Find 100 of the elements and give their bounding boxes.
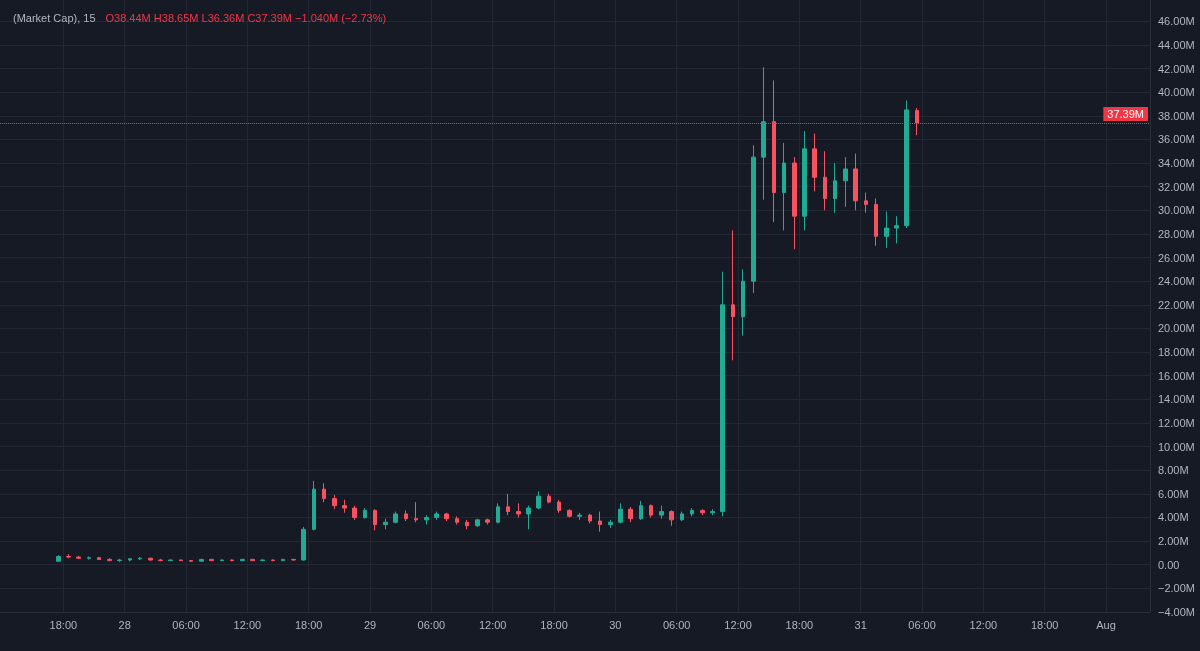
x-tick-label: 18:00 [540, 618, 568, 631]
x-tick-label: 06:00 [908, 618, 936, 631]
y-tick-label: 8.00M [1158, 464, 1189, 477]
candlestick [864, 192, 868, 214]
candlestick [506, 493, 510, 516]
candlestick [465, 519, 469, 530]
candlestick [618, 502, 623, 524]
candlestick [199, 558, 204, 563]
candlestick [76, 555, 81, 560]
candlestick [117, 558, 122, 563]
y-tick-label: −2.00M [1158, 582, 1195, 595]
y-tick-label: 26.00M [1158, 251, 1195, 264]
x-tick-label: 12:00 [233, 618, 262, 631]
x-tick-label: 18:00 [785, 618, 814, 631]
y-tick-label: 14.00M [1158, 393, 1195, 406]
y-tick-label: 0.00 [1158, 558, 1180, 571]
candlestick [455, 515, 459, 526]
candlestick [915, 107, 919, 136]
x-tick-label: 06:00 [662, 618, 691, 631]
candlestick [220, 558, 224, 562]
candlestick [659, 505, 664, 520]
y-tick-label: 36.00M [1158, 133, 1195, 146]
candlestick [884, 210, 889, 249]
candlestick [843, 156, 848, 208]
candlestick [424, 514, 429, 526]
candlestick [260, 558, 265, 562]
candlestick [414, 501, 418, 523]
y-tick-label: 10.00M [1158, 440, 1195, 453]
candlestick [588, 513, 592, 524]
y-tick-label: 16.00M [1158, 369, 1195, 382]
candlestick [107, 557, 112, 562]
y-tick-label: 40.00M [1158, 86, 1195, 99]
x-tick-label: 18:00 [49, 618, 78, 631]
y-tick-label: 6.00M [1158, 487, 1189, 500]
candlestick [904, 99, 909, 229]
candlestick [271, 558, 275, 562]
x-tick-label: 12:00 [724, 618, 752, 631]
y-tick-label: 28.00M [1158, 227, 1195, 240]
candlestick [710, 508, 715, 516]
ref-line-label: 37.39M [1107, 108, 1144, 121]
candlestick [547, 493, 551, 504]
y-tick-label: 44.00M [1158, 38, 1195, 51]
candlestick [475, 518, 480, 528]
candlestick [853, 153, 858, 211]
y-tick-label: 2.00M [1158, 535, 1189, 548]
x-tick-label: 31 [854, 618, 867, 631]
x-tick-label: 30 [609, 618, 622, 631]
candlestick [189, 559, 193, 563]
y-tick-label: 46.00M [1158, 15, 1195, 28]
candlestick [128, 557, 132, 562]
x-tick-label: 06:00 [417, 618, 446, 631]
y-tick-label: 30.00M [1158, 204, 1195, 217]
candlestick [782, 142, 786, 231]
candlestick [496, 502, 500, 524]
candlestick [56, 554, 61, 563]
candlestick [383, 518, 388, 530]
x-tick-label: Aug [1096, 618, 1116, 631]
candlestick [393, 511, 398, 524]
candlestick [322, 482, 326, 503]
y-tick-label: 24.00M [1158, 275, 1195, 288]
candlestick [874, 197, 878, 247]
candlestick [168, 558, 173, 562]
candlestick [291, 558, 296, 562]
candlestick [363, 507, 367, 520]
candlestick [516, 502, 521, 518]
candlestick [404, 509, 408, 522]
candlestick [751, 144, 756, 294]
candlestick [802, 130, 807, 231]
candlestick [66, 553, 71, 559]
candlestick [434, 511, 439, 521]
annotation: O38.44M H38.65M L36.36M C37.39M −1.040M (−2.73%) [105, 11, 387, 24]
candlestick [332, 494, 337, 510]
x-tick-label: 18:00 [294, 618, 323, 631]
y-tick-label: 22.00M [1158, 298, 1195, 311]
candlestick [577, 512, 582, 521]
candlestick [536, 490, 541, 510]
candlestick [792, 156, 797, 250]
text: (Market Cap), 15 [13, 11, 96, 24]
candlestick [598, 511, 602, 533]
candlestick [761, 66, 766, 201]
candlestick [680, 511, 684, 522]
x-tick-label: 12:00 [969, 618, 998, 631]
y-tick-label: 20.00M [1158, 322, 1195, 335]
candlestick [639, 500, 643, 521]
candlestick [731, 229, 735, 361]
candlestick [557, 499, 561, 514]
candlestick [485, 518, 490, 526]
candlestick [812, 133, 817, 192]
y-tick-label: 38.00M [1158, 109, 1195, 122]
y-tick-label: 32.00M [1158, 180, 1195, 193]
candlestick [567, 508, 572, 518]
x-tick-label: 06:00 [172, 618, 200, 631]
candlestick [669, 509, 674, 527]
y-tick-label: 18.00M [1158, 346, 1195, 359]
candlestick [87, 555, 91, 560]
y-tick-label: 34.00M [1158, 157, 1195, 170]
candlestick [352, 505, 357, 521]
candlestick [700, 508, 705, 516]
candlestick [720, 271, 725, 517]
candlestick [240, 558, 245, 562]
